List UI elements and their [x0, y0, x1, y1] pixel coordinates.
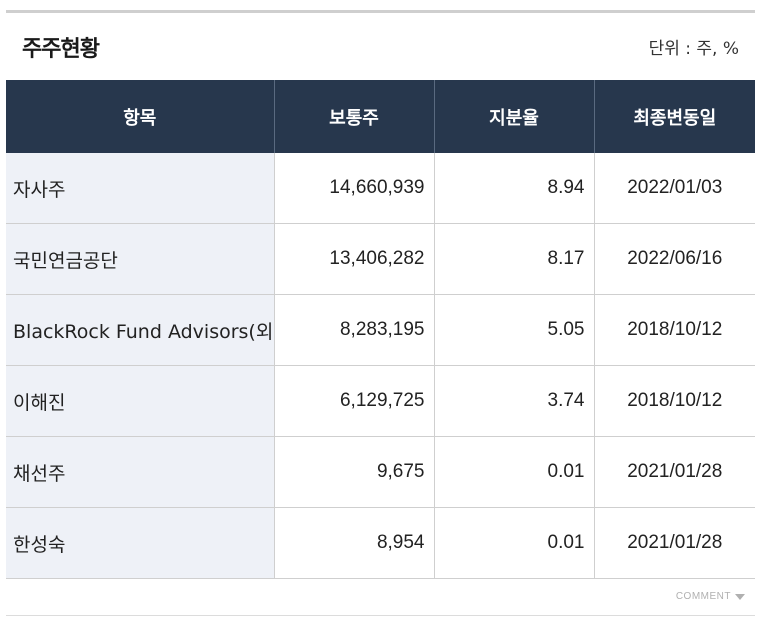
unit-label: 단위 : 주, % — [648, 39, 739, 59]
table-row: 이해진 6,129,725 3.74 2018/10/12 — [6, 365, 755, 437]
table-header-row: 항목 보통주 지분율 최종변동일 — [6, 80, 755, 153]
ratio-value: 5.05 — [434, 294, 595, 366]
shareholder-name: 국민연금공단 — [6, 223, 275, 295]
ratio-value: 3.74 — [434, 365, 595, 437]
last-change-date: 2021/01/28 — [594, 436, 755, 508]
common-shares-value: 8,954 — [274, 507, 435, 579]
table-row: 국민연금공단 13,406,282 8.17 2022/06/16 — [6, 223, 755, 295]
ratio-value: 8.17 — [434, 223, 595, 295]
shareholder-name: 자사주 — [6, 153, 275, 224]
common-shares-value: 9,675 — [274, 436, 435, 508]
common-shares-value: 13,406,282 — [274, 223, 435, 295]
common-shares-value: 8,283,195 — [274, 294, 435, 366]
comment-label: COMMENT — [675, 591, 731, 602]
last-change-date: 2021/01/28 — [594, 507, 755, 579]
table-row: 자사주 14,660,939 8.94 2022/01/03 — [6, 153, 755, 224]
ratio-value: 8.94 — [434, 153, 595, 224]
table-row: BlackRock Fund Advisors(외 13 8,283,195 5… — [6, 294, 755, 366]
table-row: 채선주 9,675 0.01 2021/01/28 — [6, 436, 755, 508]
column-header-item: 항목 — [6, 80, 275, 153]
shareholder-name: 채선주 — [6, 436, 275, 508]
common-shares-value: 6,129,725 — [274, 365, 435, 437]
common-shares-value: 14,660,939 — [274, 153, 435, 224]
shareholder-name: 한성숙 — [6, 507, 275, 579]
shareholder-name: 이해진 — [6, 365, 275, 437]
ratio-value: 0.01 — [434, 507, 595, 579]
chevron-down-icon — [735, 593, 745, 600]
ratio-value: 0.01 — [434, 436, 595, 508]
column-header-ratio: 지분율 — [434, 80, 595, 153]
column-header-common-shares: 보통주 — [274, 80, 435, 153]
column-header-last-change-date: 최종변동일 — [594, 80, 755, 153]
shareholder-panel: 주주현황 단위 : 주, % 항목 보통주 지분율 최종변동일 자사주 14,6… — [6, 10, 755, 616]
last-change-date: 2022/06/16 — [594, 223, 755, 295]
table-row: 한성숙 8,954 0.01 2021/01/28 — [6, 507, 755, 579]
shareholder-table: 항목 보통주 지분율 최종변동일 자사주 14,660,939 8.94 202… — [6, 80, 755, 579]
panel-header: 주주현황 단위 : 주, % — [6, 13, 755, 80]
panel-title: 주주현황 — [22, 36, 100, 62]
last-change-date: 2022/01/03 — [594, 153, 755, 224]
top-divider — [6, 10, 755, 13]
shareholder-name: BlackRock Fund Advisors(외 13 — [6, 294, 275, 366]
last-change-date: 2018/10/12 — [594, 365, 755, 437]
comment-toggle-button[interactable]: COMMENT — [676, 591, 745, 602]
last-change-date: 2018/10/12 — [594, 294, 755, 366]
panel-footer: COMMENT — [6, 579, 755, 616]
